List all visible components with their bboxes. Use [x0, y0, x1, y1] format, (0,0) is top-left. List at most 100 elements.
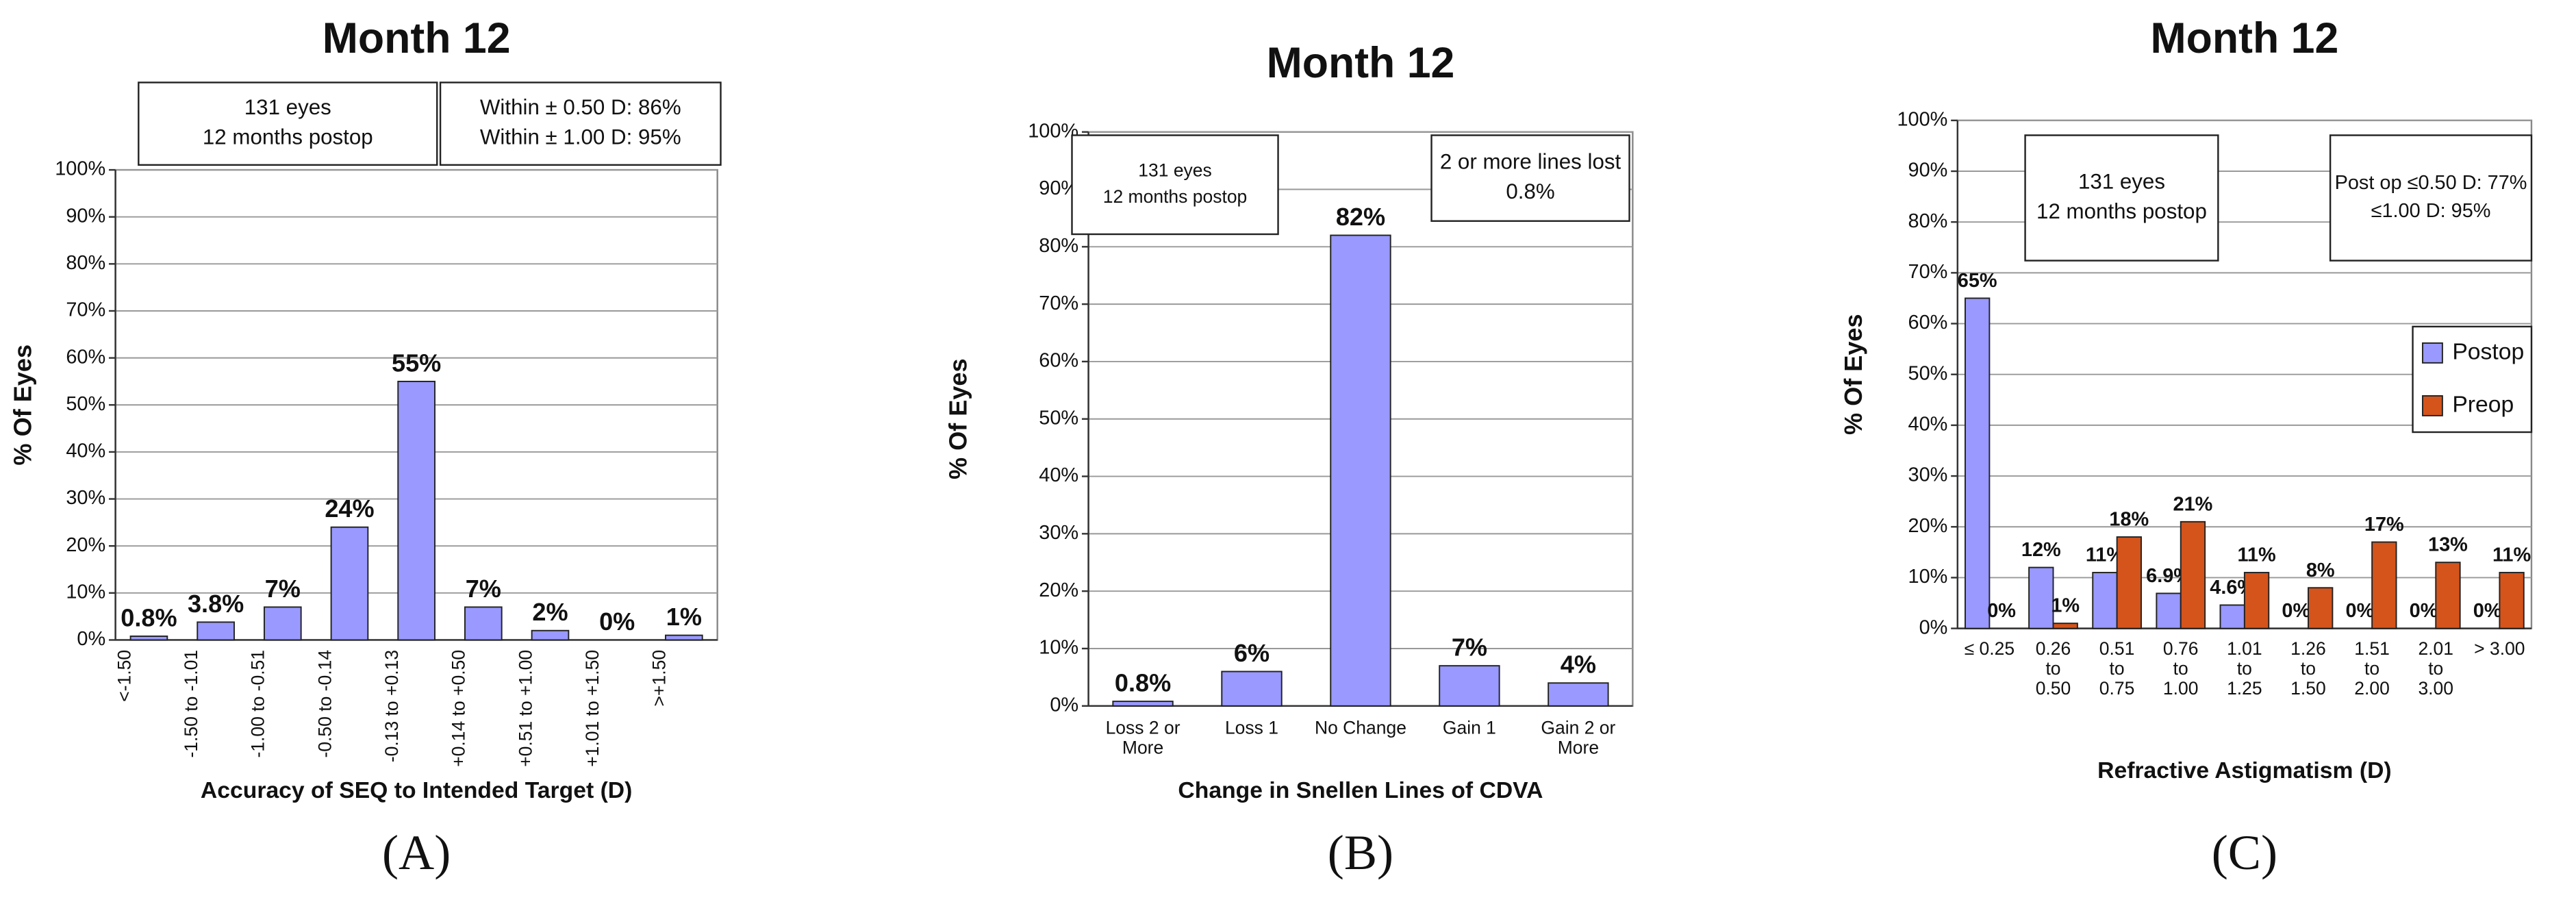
annotation: Within ± 1.00 D: 95%: [480, 125, 681, 149]
x-tick-label-box: > 3.00: [2474, 640, 2525, 660]
bar: [464, 606, 503, 641]
annotation-box: [1071, 134, 1279, 236]
x-tick-label: > 3.00: [2474, 640, 2525, 660]
y-axis-label: % Of Eyes: [944, 358, 972, 479]
y-tick-label: 0%: [1050, 694, 1078, 716]
value-label: 7%: [466, 575, 501, 603]
y-tick-label: 30%: [1908, 464, 1948, 486]
bar: [2499, 572, 2525, 629]
bar: [1965, 297, 1991, 629]
annotation-box: [2024, 134, 2219, 262]
x-tick-label: +0.51 to +1.00: [516, 649, 537, 767]
x-tick-label-box: ≤ 0.25: [1965, 640, 2015, 660]
y-tick-label: 0%: [77, 628, 105, 650]
y-tick-label: 40%: [1908, 414, 1948, 436]
x-tick-label: 1.01 to 1.25: [2227, 640, 2262, 700]
y-tick-label: 100%: [55, 158, 105, 180]
value-label: 21%: [2173, 493, 2213, 515]
x-tick-label: 0.26 to 0.50: [2035, 640, 2071, 700]
y-tick-label: 60%: [1039, 350, 1078, 372]
bar: [1330, 234, 1391, 707]
x-tick-label-box: 1.01 to 1.25: [2227, 640, 2262, 700]
y-tick-label: 80%: [66, 252, 105, 274]
annotation: Within ± 0.50 D: 86%: [480, 95, 681, 119]
x-tick-label: +0.14 to +0.50: [449, 649, 470, 767]
value-label: 8%: [2306, 560, 2335, 581]
x-tick-label: <-1.50: [115, 649, 136, 702]
annotation: 12 months postop: [1103, 186, 1248, 207]
annotation: ≤1.00 D: 95%: [2371, 200, 2491, 222]
value-label: 0.8%: [1115, 669, 1171, 697]
y-tick-label: 80%: [1039, 235, 1078, 257]
annotation: Post op ≤0.50 D: 77%: [2335, 172, 2527, 194]
bar: [1548, 682, 1609, 707]
x-tick-label-box: Gain 2 or More: [1541, 719, 1615, 759]
panel-label: (B): [1328, 825, 1393, 880]
annotation: 12 months postop: [2036, 199, 2207, 223]
x-axis-label: Change in Snellen Lines of CDVA: [1178, 777, 1543, 803]
x-axis-label: Accuracy of SEQ to Intended Target (D): [201, 777, 632, 803]
y-tick-label: 40%: [66, 440, 105, 462]
value-label: 0%: [2410, 600, 2438, 622]
y-tick-label: 20%: [1908, 515, 1948, 537]
value-label: 13%: [2428, 534, 2468, 556]
bar: [2371, 541, 2397, 629]
x-tick-label-box: >+1.50: [651, 650, 670, 707]
annotation: 12 months postop: [203, 125, 373, 149]
y-tick-label: 100%: [1897, 108, 1947, 130]
x-tick-label-box: 1.26 to 1.50: [2290, 640, 2326, 699]
y-tick-label: 10%: [1039, 637, 1078, 659]
x-tick-label-box: 2.01 to 3.00: [2418, 640, 2454, 700]
x-tick-label-box: 0.26 to 0.50: [2035, 640, 2071, 700]
value-label: 55%: [392, 349, 441, 377]
x-tick-label: -0.13 to +0.13: [383, 649, 403, 763]
bar: [2116, 536, 2142, 629]
bar: [263, 606, 302, 641]
value-label: 18%: [2109, 509, 2149, 531]
x-tick-label-box: +0.51 to +1.00: [516, 649, 537, 767]
x-tick-label: 2.01 to 3.00: [2418, 640, 2454, 700]
bar: [2308, 587, 2334, 629]
bar: [2156, 592, 2182, 629]
x-tick-label: Loss 1: [1224, 719, 1279, 739]
x-tick-label: 1.51 to 2.00: [2354, 640, 2390, 700]
y-tick-label: 10%: [66, 581, 105, 603]
legend-swatch: [2422, 395, 2443, 416]
bar: [665, 634, 703, 641]
x-tick-label-box: Loss 1: [1224, 719, 1279, 739]
y-tick-label: 50%: [66, 393, 105, 415]
value-label: 0%: [2346, 600, 2375, 622]
bar: [2052, 623, 2078, 629]
y-tick-label: 60%: [1908, 312, 1948, 334]
x-tick-label-box: 0.51 to 0.75: [2099, 640, 2135, 699]
x-tick-label-box: -1.00 to -0.51: [249, 649, 269, 758]
y-tick-label: 0%: [1919, 616, 1948, 638]
x-tick-label-box: +1.01 to +1.50: [583, 649, 604, 767]
chart-title: Month 12: [323, 14, 511, 62]
x-tick-label: Gain 1: [1442, 719, 1496, 739]
x-tick-label: Loss 2 or More: [1105, 719, 1180, 759]
bar: [330, 526, 369, 641]
value-label: 2%: [532, 598, 568, 626]
value-label: 24%: [325, 494, 374, 523]
y-tick-label: 10%: [1908, 566, 1948, 588]
value-label: 1%: [2051, 595, 2080, 617]
annotation: 2 or more lines lost: [1440, 150, 1621, 174]
value-label: 4%: [1561, 651, 1596, 679]
annotation-box: [439, 81, 722, 166]
bar: [2092, 572, 2118, 629]
y-tick-label: 30%: [66, 487, 105, 509]
annotation: 131 eyes: [2078, 170, 2165, 194]
value-label: 65%: [1958, 270, 1997, 292]
bar: [397, 380, 435, 641]
x-tick-label: -1.50 to -1.01: [182, 649, 203, 758]
x-tick-label: -1.00 to -0.51: [249, 649, 269, 758]
value-label: 7%: [265, 575, 301, 603]
x-tick-label-box: -0.13 to +0.13: [383, 649, 403, 763]
legend-label: Postop: [2452, 338, 2524, 364]
bar: [2435, 562, 2461, 629]
y-tick-label: 50%: [1908, 362, 1948, 384]
x-tick-label: +1.01 to +1.50: [583, 649, 604, 767]
